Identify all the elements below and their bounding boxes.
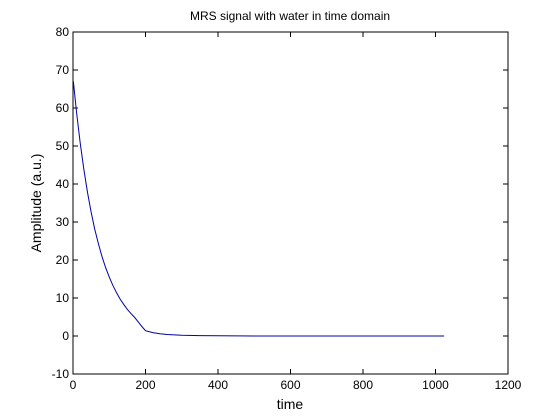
x-tick-label: 1200 [495, 378, 522, 392]
y-tick-label: 40 [56, 177, 70, 191]
y-tick-label: 30 [56, 215, 70, 229]
y-tick-label: -10 [52, 367, 70, 381]
x-tick-label: 1000 [422, 378, 449, 392]
y-tick-label: 10 [56, 291, 70, 305]
y-tick-label: 60 [56, 101, 70, 115]
x-tick-label: 0 [70, 378, 77, 392]
x-tick-label: 800 [353, 378, 373, 392]
x-tick-label: 200 [135, 378, 155, 392]
y-tick-label: 50 [56, 139, 70, 153]
plot-area [72, 31, 509, 375]
y-tick-label: 0 [62, 329, 69, 343]
chart-title: MRS signal with water in time domain [190, 9, 390, 23]
y-axis-label: Amplitude (a.u.) [28, 154, 44, 253]
y-tick-label: 80 [56, 25, 70, 39]
x-tick-label: 400 [208, 378, 228, 392]
ticks [72, 31, 509, 375]
x-tick-label: 600 [280, 378, 300, 392]
y-tick-label: 70 [56, 63, 70, 77]
tick-labels: 0 200 400 600 800 1000 1200-100102030405060708… [52, 25, 522, 392]
y-tick-label: 20 [56, 253, 70, 267]
x-axis-label: time [277, 396, 304, 412]
series-line [72, 81, 445, 337]
